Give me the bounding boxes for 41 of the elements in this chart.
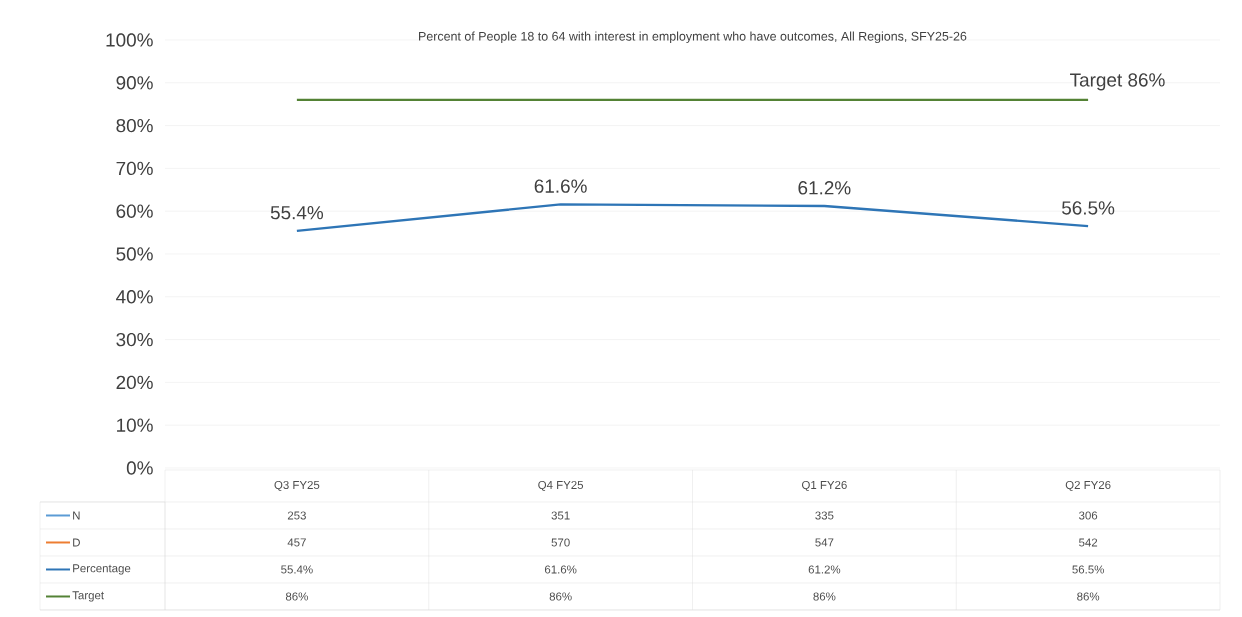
text: 542 [1079, 538, 1098, 547]
data-label: 61.2% [808, 565, 841, 574]
y-tick-label: 100% [106, 33, 153, 47]
y-tick-label: 80% [116, 118, 153, 133]
data-label: 86% [285, 592, 308, 601]
data-label: 55.4% [281, 565, 313, 574]
data-label: 86% [813, 592, 836, 601]
data-label: 86% [1077, 592, 1100, 601]
text: 61.6% [534, 179, 587, 193]
text: 547 [815, 538, 834, 547]
chart-title: Percent of People 18 to 64 with interest in employment who have outcomes, All Regions, SFY25-26 [419, 31, 967, 44]
text: 55.4% [270, 206, 324, 220]
legend-label: Target [72, 591, 104, 602]
x-tick-label: Q4 FY25 [538, 480, 584, 492]
legend-label: D [73, 538, 80, 547]
x-tick-label: Q3 FY25 [274, 480, 320, 492]
text: 351 [551, 511, 570, 520]
text: 56.5% [1062, 201, 1115, 215]
y-tick-label: 0% [126, 461, 153, 475]
text: 570 [551, 538, 570, 547]
data-label: 61.6% [544, 565, 577, 574]
y-tick-label: 10% [117, 418, 153, 432]
y-tick-label: 20% [116, 375, 153, 390]
legend-label: Percentage [73, 564, 131, 575]
annotation: Target 86% [1070, 73, 1165, 91]
x-tick-label: Q2 FY26 [1065, 480, 1111, 492]
data-label: 56.5% [1072, 565, 1104, 574]
y-tick-label: 40% [116, 290, 153, 304]
text: 457 [287, 538, 306, 547]
text: 253 [287, 511, 306, 520]
y-tick-label: 70% [116, 161, 153, 176]
y-tick-label: 50% [116, 247, 153, 261]
y-tick-label: 90% [116, 76, 153, 90]
text: 306 [1079, 511, 1098, 520]
x-tick-label: Q1 FY26 [802, 480, 847, 492]
text: 335 [815, 511, 834, 520]
y-tick-label: 60% [116, 204, 153, 218]
text: 61.2% [798, 181, 851, 195]
data-label: 86% [549, 592, 572, 601]
legend-label: N [73, 511, 80, 520]
y-tick-label: 30% [116, 332, 153, 347]
